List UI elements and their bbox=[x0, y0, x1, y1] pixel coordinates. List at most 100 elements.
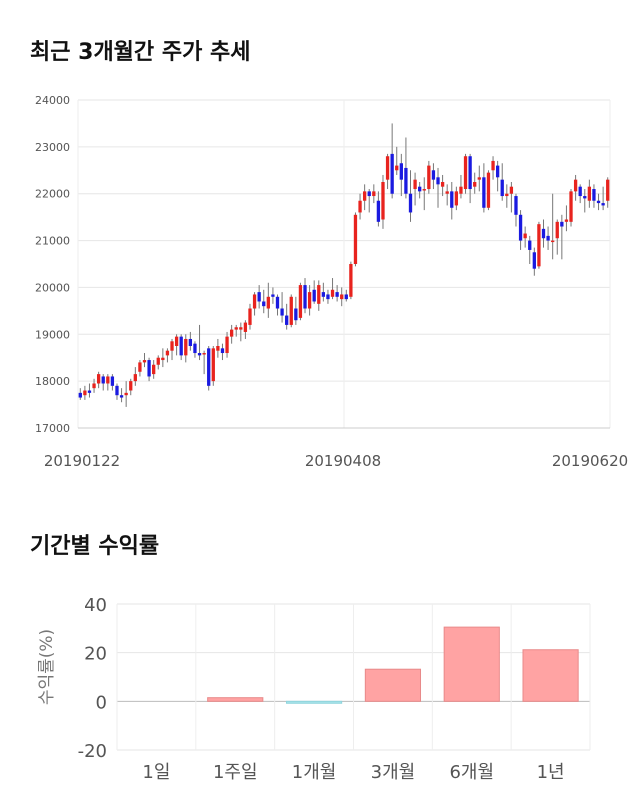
candle-body bbox=[133, 374, 137, 382]
candle-body bbox=[596, 200, 601, 204]
candle-y-tick-label: 23000 bbox=[35, 141, 70, 154]
candle-y-tick-label: 18000 bbox=[35, 375, 70, 388]
candle-body bbox=[207, 348, 211, 386]
bar-series bbox=[207, 626, 579, 704]
candle-body bbox=[271, 294, 275, 297]
candle-body bbox=[275, 296, 280, 309]
candle-body bbox=[390, 153, 394, 194]
bar-x-tick-label: 6개월 bbox=[449, 762, 494, 783]
candle-body bbox=[482, 177, 486, 208]
candle-y-axis: 24000 23000 22000 21000 20000 19000 18000 17000 bbox=[35, 94, 70, 435]
candle-body bbox=[307, 292, 312, 309]
candle-body bbox=[381, 182, 385, 220]
candle-body bbox=[555, 221, 559, 239]
candle-body bbox=[473, 182, 477, 187]
candle-body bbox=[459, 186, 463, 194]
candle-body bbox=[92, 383, 96, 389]
candle-y-tick-label: 17000 bbox=[35, 422, 70, 435]
candle-body bbox=[592, 189, 596, 201]
candle-body bbox=[340, 294, 344, 300]
candle-body bbox=[312, 289, 316, 302]
candle-body bbox=[83, 390, 87, 396]
candle-body bbox=[463, 156, 468, 190]
candle-body bbox=[321, 292, 326, 297]
candle-body bbox=[528, 240, 532, 250]
candle-body bbox=[404, 167, 408, 194]
candle-y-tick-label: 22000 bbox=[35, 188, 70, 201]
candle-body bbox=[578, 186, 582, 197]
candle-body bbox=[587, 186, 592, 201]
candle-body bbox=[78, 392, 82, 398]
candle-x-tick-label: 20190620 bbox=[552, 452, 628, 470]
candle-body bbox=[326, 294, 330, 300]
candle-body bbox=[413, 179, 417, 190]
candle-body bbox=[358, 200, 362, 213]
candle-x-tick-label: 20190122 bbox=[44, 452, 120, 470]
bar-x-axis: 1일 1주일 1개월 3개월 6개월 1년 bbox=[142, 762, 564, 783]
returns-chart-title: 기간별 수익률 bbox=[30, 534, 160, 559]
candle-body bbox=[431, 170, 436, 180]
candle-body bbox=[193, 343, 197, 354]
bar bbox=[285, 700, 343, 704]
candle-body bbox=[138, 362, 142, 372]
candlestick-chart: 24000 23000 22000 21000 20000 19000 18000 17000… bbox=[35, 94, 628, 470]
candle-body bbox=[408, 193, 413, 213]
candle-body bbox=[514, 196, 518, 215]
candle-body bbox=[344, 294, 348, 300]
bar-grid bbox=[116, 603, 591, 751]
candle-body bbox=[454, 191, 459, 206]
candle-body bbox=[541, 228, 546, 239]
candle-body bbox=[601, 203, 605, 206]
candle-body bbox=[436, 177, 440, 185]
candle-body bbox=[445, 191, 449, 194]
candle-body bbox=[376, 200, 381, 222]
candle-body bbox=[569, 191, 573, 222]
candle-body bbox=[385, 156, 390, 180]
candle-body bbox=[395, 165, 399, 171]
candle-body bbox=[197, 353, 202, 356]
candle-y-tick-label: 19000 bbox=[35, 328, 70, 341]
bar-x-tick-label: 1일 bbox=[142, 762, 170, 783]
bar bbox=[207, 697, 264, 702]
candle-body bbox=[285, 315, 289, 325]
candle-body bbox=[500, 179, 504, 197]
candle-body bbox=[367, 191, 371, 197]
candle-body bbox=[427, 165, 431, 190]
candle-body bbox=[532, 252, 536, 269]
candle-body bbox=[509, 186, 514, 194]
candle-body bbox=[87, 390, 92, 393]
candle-body bbox=[129, 381, 133, 391]
candle-body bbox=[486, 172, 491, 208]
candle-body bbox=[202, 353, 206, 355]
candle-body bbox=[303, 285, 307, 309]
candle-body bbox=[422, 189, 426, 191]
candle-body bbox=[280, 308, 284, 316]
candle-body bbox=[262, 301, 266, 307]
candle-body bbox=[147, 360, 151, 377]
candle-body bbox=[298, 285, 303, 318]
candle-body bbox=[353, 214, 358, 264]
bar-y-axis-label: 수익률(%) bbox=[37, 629, 57, 705]
candle-x-axis: 20190122 20190408 20190620 bbox=[44, 452, 628, 470]
candle-body bbox=[573, 179, 578, 192]
bar-y-tick-label: 20 bbox=[84, 644, 107, 665]
candle-body bbox=[243, 322, 248, 332]
bar-x-tick-label: 3개월 bbox=[371, 762, 416, 783]
returns-bar-chart: 40 20 0 -20 1일 1주일 1개월 3개월 6개월 1년 수익률(%) bbox=[37, 595, 591, 783]
candle-body bbox=[161, 357, 165, 361]
candle-body bbox=[220, 348, 225, 354]
candle-body bbox=[440, 182, 445, 187]
candle-body bbox=[289, 296, 293, 325]
candle-body bbox=[505, 193, 509, 197]
candle-body bbox=[257, 292, 261, 302]
bar-x-tick-label: 1개월 bbox=[292, 762, 337, 783]
candle-body bbox=[110, 376, 115, 386]
candle-body bbox=[101, 376, 105, 384]
candle-y-tick-label: 21000 bbox=[35, 235, 70, 248]
bar-y-tick-label: 0 bbox=[96, 692, 107, 713]
bar-y-tick-label: -20 bbox=[78, 741, 107, 762]
candle-body bbox=[523, 233, 527, 239]
candle-body bbox=[119, 395, 124, 398]
candle-body bbox=[188, 338, 193, 346]
candle-body bbox=[537, 224, 541, 267]
